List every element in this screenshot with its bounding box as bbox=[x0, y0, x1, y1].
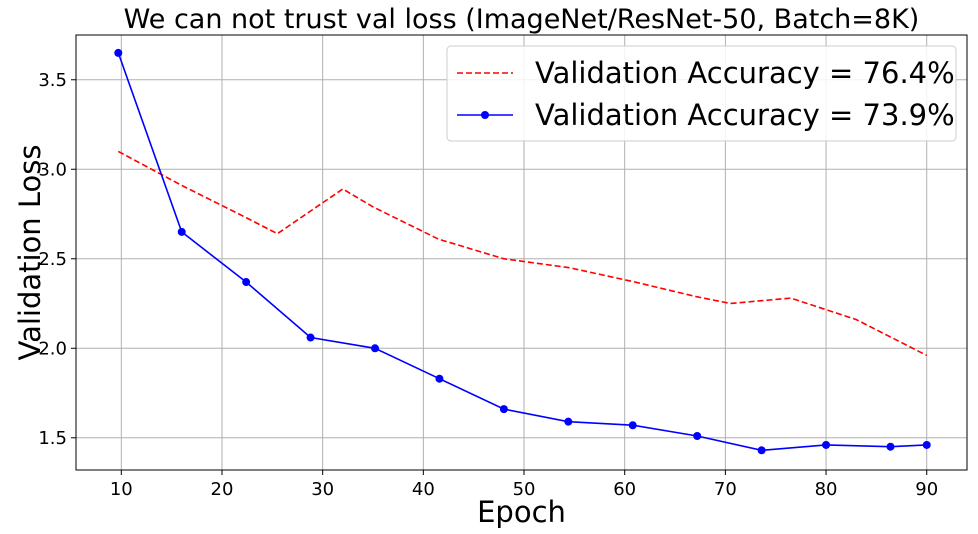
series-line-2 bbox=[117, 52, 927, 452]
y-axis-label: Validation Loss bbox=[13, 144, 47, 360]
series-2-point bbox=[693, 431, 702, 440]
y-tick-label: 1.5 bbox=[38, 428, 67, 449]
legend-marker-2 bbox=[481, 111, 489, 119]
chart-title: We can not trust val loss (ImageNet/ResN… bbox=[124, 4, 920, 35]
series-2-point bbox=[306, 333, 315, 342]
series-2-point bbox=[564, 417, 573, 426]
x-tick-label: 60 bbox=[613, 479, 636, 500]
series-2-point bbox=[177, 227, 186, 236]
legend-label-1: Validation Accuracy = 76.4% bbox=[535, 56, 955, 90]
series-2-point bbox=[886, 442, 895, 451]
x-tick-label: 50 bbox=[513, 479, 536, 500]
series-2-point bbox=[757, 446, 766, 455]
y-tick-label: 2.5 bbox=[38, 249, 67, 270]
x-tick-label: 70 bbox=[714, 479, 737, 500]
y-tick-label: 2.0 bbox=[38, 338, 67, 359]
series-2-point bbox=[922, 440, 931, 449]
series-2-point bbox=[499, 405, 508, 414]
series-2-point bbox=[371, 344, 380, 353]
series-2-point bbox=[114, 48, 123, 57]
x-tick-label: 30 bbox=[311, 479, 334, 500]
x-tick-label: 20 bbox=[211, 479, 234, 500]
series-2-point bbox=[822, 440, 831, 449]
series-layer bbox=[114, 48, 931, 455]
x-tick-label: 80 bbox=[815, 479, 838, 500]
y-axis-ticks: 1.5 2.0 2.5 3.0 3.5 bbox=[38, 70, 76, 449]
y-tick-label: 3.0 bbox=[38, 159, 67, 180]
plot-frame bbox=[75, 34, 968, 471]
x-tick-label: 90 bbox=[915, 479, 938, 500]
y-tick-label: 3.5 bbox=[38, 70, 67, 91]
series-2-point bbox=[435, 374, 444, 383]
legend-box bbox=[446, 45, 957, 142]
x-tick-label: 40 bbox=[412, 479, 435, 500]
series-line-1 bbox=[117, 150, 928, 357]
legend-label-2: Validation Accuracy = 73.9% bbox=[535, 98, 955, 132]
series-2-point bbox=[242, 278, 251, 287]
series-2-point bbox=[628, 421, 637, 430]
legend: Validation Accuracy = 76.4% Validation Ac… bbox=[446, 45, 957, 142]
x-axis-ticks: 10 20 30 40 50 60 70 80 90 bbox=[110, 470, 938, 500]
x-tick-label: 10 bbox=[110, 479, 133, 500]
x-axis-label: Epoch bbox=[477, 495, 566, 529]
